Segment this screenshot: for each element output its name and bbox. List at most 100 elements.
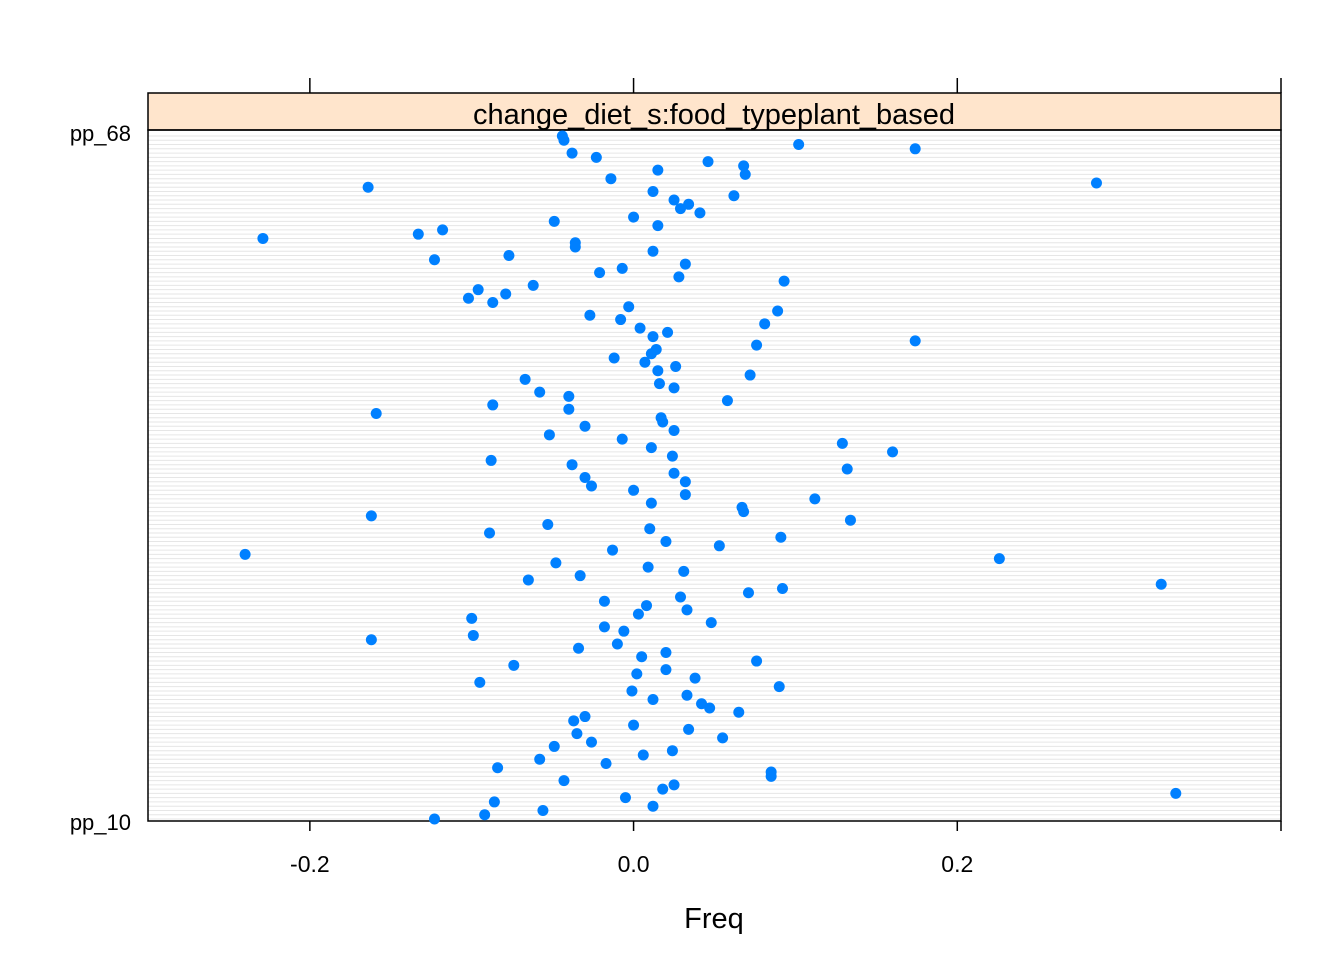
data-points (239, 130, 1182, 825)
data-point (668, 382, 680, 394)
data-point (485, 454, 497, 466)
data-point (776, 582, 788, 594)
data-point (542, 518, 554, 530)
data-point (522, 574, 534, 586)
data-point (584, 309, 596, 321)
data-point (585, 736, 597, 748)
data-point (548, 215, 560, 227)
data-point (705, 617, 717, 629)
data-point (679, 476, 691, 488)
data-point (679, 258, 691, 270)
x-tick-label: -0.2 (290, 851, 330, 877)
data-point (550, 557, 562, 569)
data-point (733, 706, 745, 718)
data-point (611, 638, 623, 650)
data-point (370, 407, 382, 419)
data-point (660, 664, 672, 676)
data-point (487, 296, 499, 308)
x-axis-title: Freq (684, 903, 744, 935)
data-point (412, 228, 424, 240)
data-point (765, 766, 777, 778)
data-point (566, 147, 578, 159)
data-point (668, 425, 680, 437)
data-point (257, 232, 269, 244)
data-point (1090, 177, 1102, 189)
data-point (666, 450, 678, 462)
data-point (662, 326, 674, 338)
data-point (569, 237, 581, 249)
data-point (683, 198, 695, 210)
data-point (647, 693, 659, 705)
data-point (519, 373, 531, 385)
data-point (647, 245, 659, 257)
data-point (772, 305, 784, 317)
data-point (694, 207, 706, 219)
data-point (668, 194, 680, 206)
data-point (472, 284, 484, 296)
x-axis-ticks: -0.2 0.0 0.2 (290, 78, 1282, 877)
data-point (653, 378, 665, 390)
data-point (563, 390, 575, 402)
data-point (759, 318, 771, 330)
data-point (579, 420, 591, 432)
data-point (579, 711, 591, 723)
data-point (751, 655, 763, 667)
data-point (492, 762, 504, 774)
data-point (704, 702, 716, 714)
data-point (652, 164, 664, 176)
data-point (474, 676, 486, 688)
data-point (702, 156, 714, 168)
data-point (679, 489, 691, 501)
data-point (637, 749, 649, 761)
data-point (488, 796, 500, 808)
data-point (365, 634, 377, 646)
data-point (739, 168, 751, 180)
data-point (628, 211, 640, 223)
data-point (618, 625, 630, 637)
data-point (462, 292, 474, 304)
data-point (778, 275, 790, 287)
row-label-bottom: pp_10 (70, 810, 131, 835)
data-point (683, 723, 695, 735)
data-point (773, 681, 785, 693)
data-point (563, 403, 575, 415)
data-point (668, 467, 680, 479)
data-point (666, 745, 678, 757)
data-point (598, 595, 610, 607)
row-label-top: pp_68 (70, 121, 131, 146)
data-point (636, 651, 648, 663)
data-point (527, 279, 539, 291)
data-point (681, 689, 693, 701)
data-point (571, 728, 583, 740)
x-tick-label: 0.0 (618, 851, 650, 877)
data-point (437, 224, 449, 236)
data-point (628, 719, 640, 731)
data-point (615, 314, 627, 326)
data-point (645, 497, 657, 509)
data-point (647, 800, 659, 812)
data-point (660, 536, 672, 548)
data-point (775, 531, 787, 543)
data-point (736, 501, 748, 513)
plot-frame (147, 129, 1282, 822)
data-point (670, 361, 682, 373)
data-point (634, 322, 646, 334)
data-point (645, 442, 657, 454)
data-point (689, 672, 701, 684)
data-point (579, 472, 591, 483)
data-point (673, 271, 685, 283)
row-labels: pp_68 pp_10 (70, 121, 131, 835)
data-point (467, 629, 479, 641)
data-point (793, 139, 805, 151)
data-point (556, 130, 568, 142)
data-point (668, 779, 680, 791)
data-point (1170, 787, 1182, 799)
data-point (751, 339, 763, 351)
data-point (479, 809, 491, 821)
data-point (639, 356, 651, 368)
data-point (598, 621, 610, 633)
data-point (631, 668, 643, 680)
data-point (909, 335, 921, 347)
row-grid-lines (148, 135, 1281, 820)
x-tick-label: 0.2 (941, 851, 973, 877)
